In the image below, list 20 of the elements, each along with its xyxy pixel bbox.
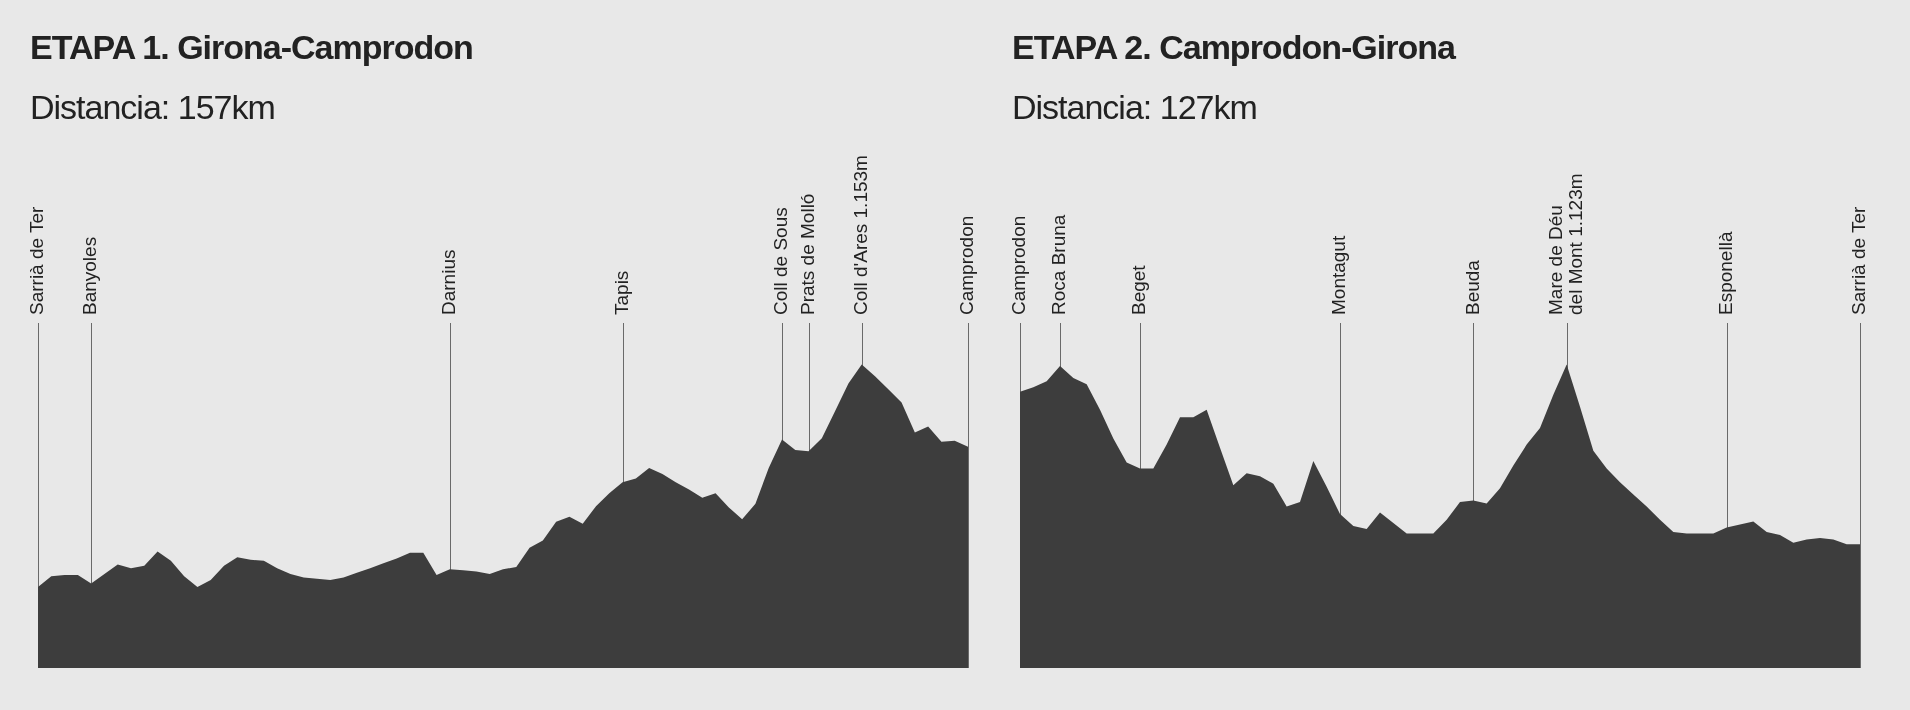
x-tick-label: Darnius: [438, 249, 460, 315]
x-tick-label: Camprodon: [956, 215, 978, 315]
x-tick-label: Prats de Molló: [796, 193, 818, 315]
x-tick-label: Sarrià de Ter: [26, 205, 48, 315]
chart-subtitle: Distancia: 157km: [30, 88, 275, 127]
x-tick-label: Coll de Sous: [770, 207, 792, 315]
x-tick-label: Montagut: [1328, 235, 1350, 315]
chart-title: ETAPA 1. Girona-Camprodon: [30, 28, 473, 67]
chart-title: ETAPA 2. Camprodon-Girona: [1012, 28, 1455, 67]
x-tick-label: Camprodon: [1008, 215, 1030, 315]
x-tick-label: Roca Bruna: [1048, 214, 1070, 315]
x-tick-label: Beget: [1128, 264, 1150, 315]
x-tick-label: Tapis: [610, 270, 632, 315]
x-tick-label: Beuda: [1461, 259, 1483, 315]
x-tick-label: Esponellà: [1714, 231, 1736, 315]
chart-subtitle: Distancia: 127km: [1012, 88, 1257, 127]
x-tick-label: Coll d'Ares 1.153m: [849, 155, 871, 315]
x-tick-label: Sarrià de Ter: [1848, 205, 1870, 315]
x-tick-label: Banyoles: [79, 236, 101, 315]
x-tick-label: Mare de Déu del Mont 1.123m: [1544, 173, 1586, 315]
